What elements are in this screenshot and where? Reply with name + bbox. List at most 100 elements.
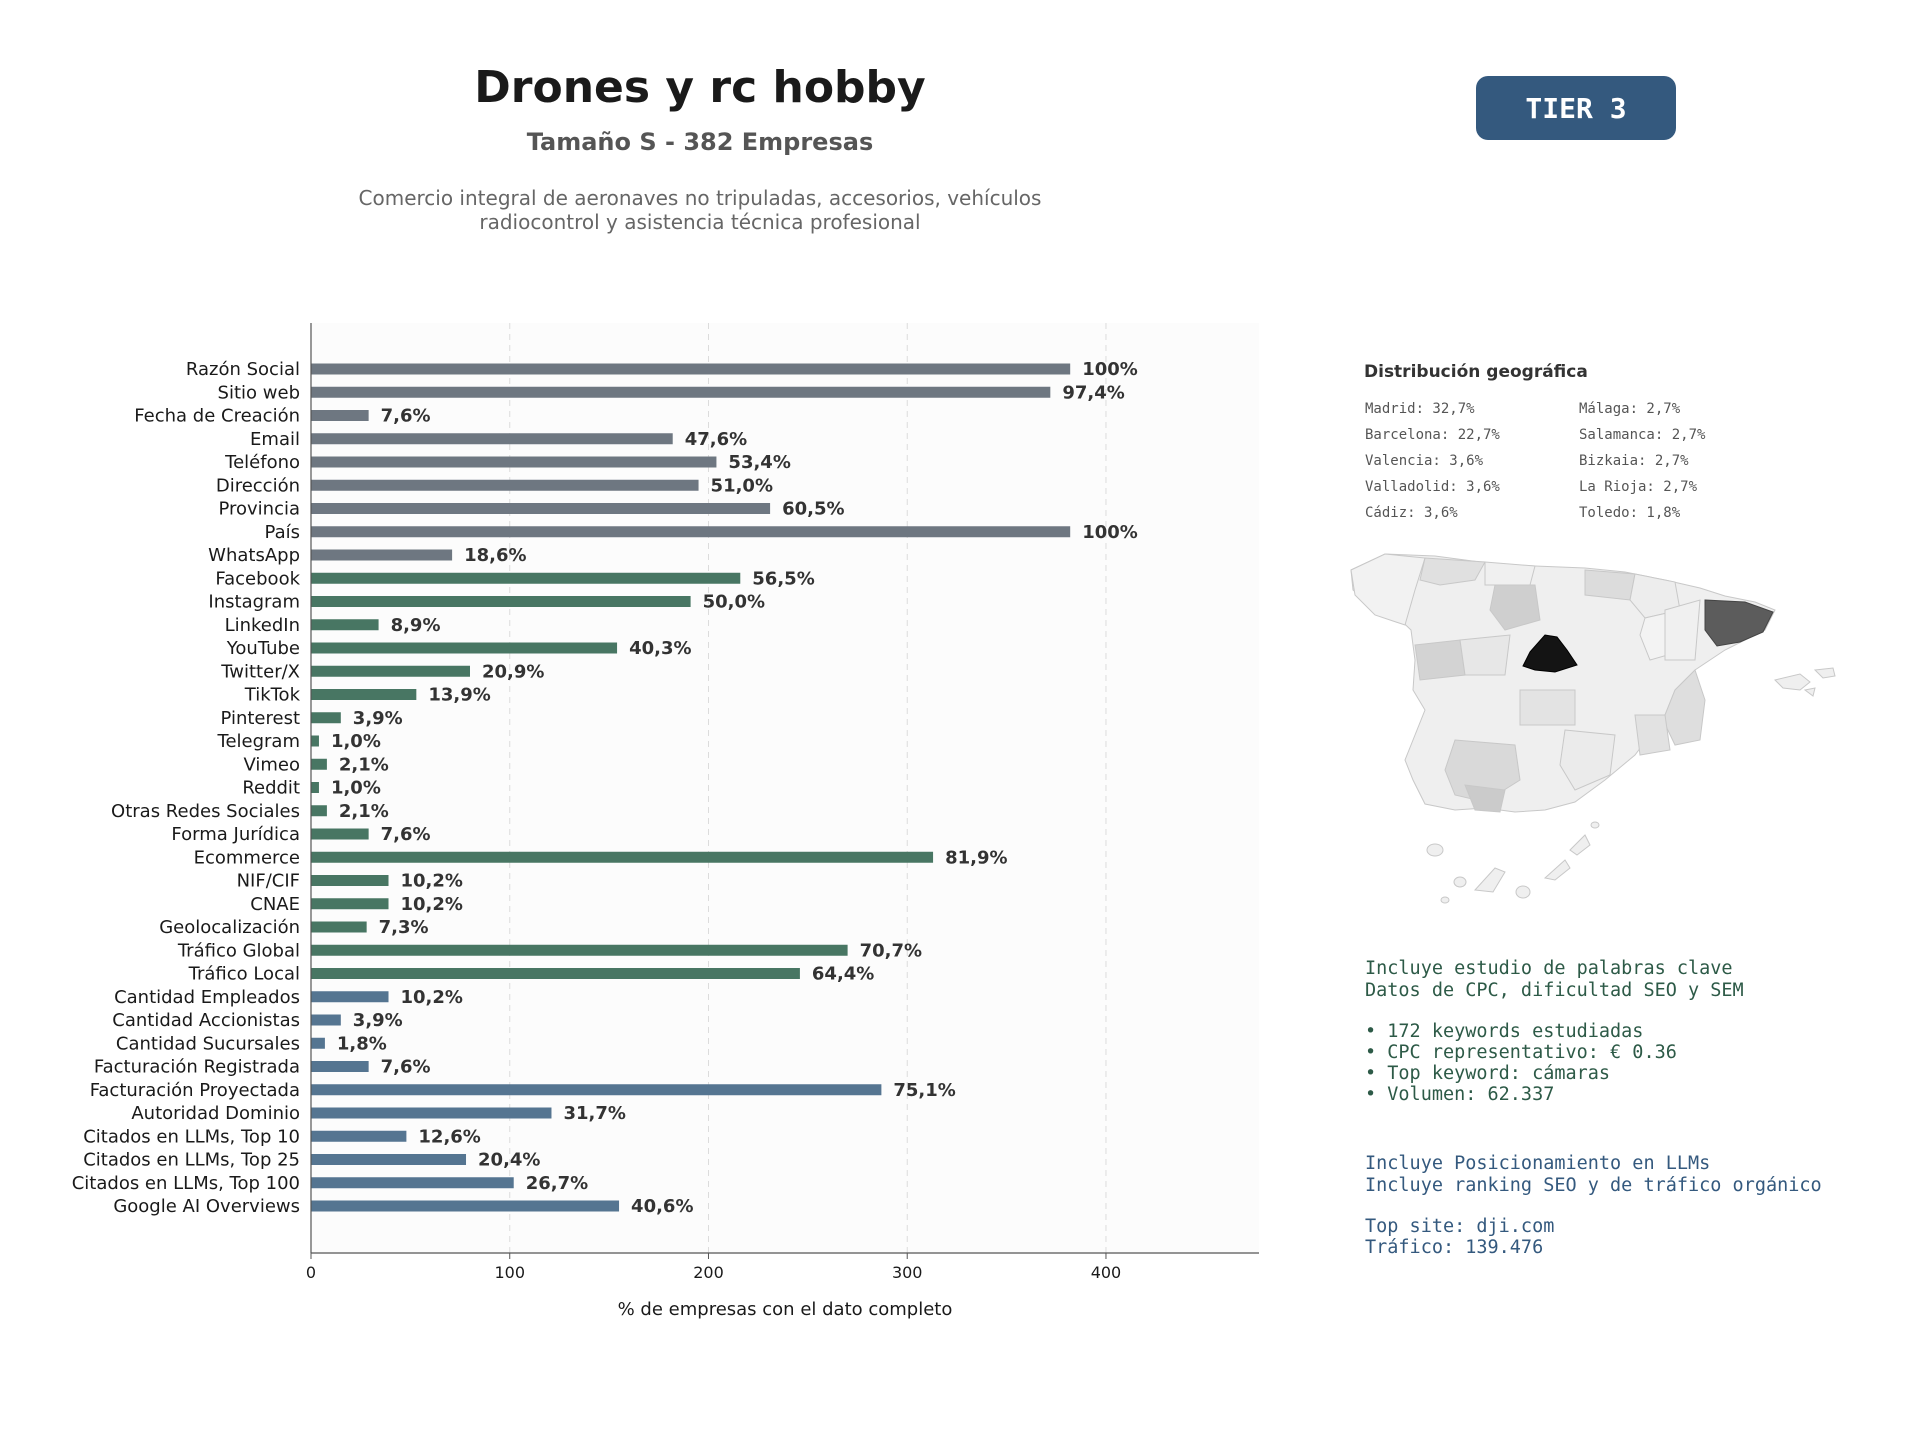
value-label: 50,0% (703, 592, 765, 613)
sector-description: Comercio integral de aeronaves no tripul… (300, 186, 1100, 234)
bar (311, 758, 327, 770)
bar (311, 805, 327, 817)
bar (311, 1200, 620, 1212)
bar (311, 1061, 369, 1072)
value-label: 81,9% (945, 847, 1007, 868)
value-label: 20,4% (478, 1150, 540, 1171)
value-label: 2,1% (339, 754, 389, 775)
keywords-intro: Incluye estudio de palabras clave (1365, 958, 1733, 979)
value-label: 70,7% (860, 940, 922, 961)
bar (311, 619, 379, 631)
bar (311, 875, 389, 886)
value-label: 56,5% (752, 568, 814, 589)
x-tick-label: 0 (306, 1263, 316, 1282)
category-label: Pinterest (220, 708, 300, 729)
plot-area (311, 323, 1259, 1253)
category-label: Cantidad Sucursales (116, 1033, 300, 1054)
category-label: Vimeo (243, 754, 300, 775)
value-label: 7,6% (381, 1057, 431, 1078)
category-label: Citados en LLMs, Top 100 (72, 1173, 300, 1194)
bar (311, 968, 800, 979)
value-label: 51,0% (711, 475, 773, 496)
value-label: 100% (1082, 359, 1138, 380)
category-label: Dirección (216, 475, 300, 496)
value-label: 10,2% (401, 894, 463, 915)
x-tick-label: 100 (494, 1263, 525, 1282)
spain-map (1350, 553, 1836, 904)
value-label: 47,6% (685, 429, 747, 450)
bar (311, 386, 1051, 398)
bar (311, 921, 367, 933)
bar (311, 1084, 882, 1096)
category-label: Facturación Proyectada (90, 1080, 300, 1101)
value-label: 1,0% (331, 731, 381, 752)
x-tick-label: 400 (1091, 1263, 1122, 1282)
bar (311, 363, 1071, 375)
value-label: 75,1% (893, 1080, 955, 1101)
keyword-stat: • Top keyword: cámaras (1365, 1063, 1611, 1084)
category-label: YouTube (226, 638, 300, 659)
geo-item: Bizkaia: 2,7% (1579, 453, 1689, 469)
x-tick-label: 200 (693, 1263, 724, 1282)
value-label: 18,6% (464, 545, 526, 566)
bar (311, 526, 1071, 538)
llm-intro: Incluye ranking SEO y de tráfico orgánic… (1365, 1175, 1822, 1196)
llm-intro: Incluye Posicionamiento en LLMs (1365, 1153, 1711, 1174)
bar (311, 1130, 407, 1142)
category-label: Citados en LLMs, Top 25 (83, 1150, 300, 1171)
category-label: Instagram (208, 592, 300, 613)
category-label: Geolocalización (159, 917, 300, 938)
top-site: Top site: dji.com (1365, 1216, 1555, 1237)
value-label: 1,0% (331, 778, 381, 799)
geo-item: Barcelona: 22,7% (1365, 427, 1500, 443)
keyword-stat: • 172 keywords estudiadas (1365, 1021, 1644, 1042)
chart-title: Drones y rc hobby (474, 62, 926, 113)
bar (311, 596, 691, 607)
category-label: País (265, 522, 300, 543)
category-label: Twitter/X (220, 661, 300, 682)
value-label: 31,7% (563, 1103, 625, 1124)
category-label: Email (250, 429, 300, 450)
value-label: 26,7% (526, 1173, 588, 1194)
value-label: 3,9% (353, 1010, 403, 1031)
value-label: 10,2% (401, 987, 463, 1008)
value-label: 7,6% (381, 406, 431, 427)
geo-title: Distribución geográfica (1364, 362, 1588, 382)
description-line: Comercio integral de aeronaves no tripul… (358, 186, 1042, 210)
category-label: CNAE (250, 894, 300, 915)
value-label: 97,4% (1062, 382, 1124, 403)
category-label: Otras Redes Sociales (111, 801, 300, 822)
value-label: 20,9% (482, 661, 544, 682)
bar (311, 572, 741, 584)
tier-badge: TIER 3 (1476, 76, 1676, 140)
value-label: 64,4% (812, 964, 874, 985)
category-label: Reddit (242, 778, 300, 799)
chart-subtitle: Tamaño S - 382 Empresas (526, 128, 874, 156)
x-axis-label: % de empresas con el dato completo (618, 1299, 953, 1320)
bar (311, 1037, 325, 1049)
bar (311, 1154, 467, 1165)
value-label: 3,9% (353, 708, 403, 729)
category-label: Autoridad Dominio (131, 1103, 300, 1124)
category-label: Fecha de Creación (134, 406, 300, 427)
category-label: Ecommerce (194, 847, 300, 868)
geo-item: Salamanca: 2,7% (1579, 427, 1706, 443)
category-label: Tráfico Global (177, 940, 300, 961)
geo-item: Málaga: 2,7% (1579, 401, 1681, 417)
geo-item: La Rioja: 2,7% (1579, 479, 1698, 495)
bar (311, 456, 717, 468)
bar (311, 479, 699, 491)
category-label: Provincia (218, 499, 300, 520)
geo-item: Cádiz: 3,6% (1365, 505, 1458, 521)
geo-item: Madrid: 32,7% (1365, 401, 1475, 417)
keyword-stat: • CPC representativo: € 0.36 (1365, 1042, 1677, 1063)
x-tick-label: 300 (892, 1263, 923, 1282)
bar (311, 735, 319, 747)
value-label: 53,4% (728, 452, 790, 473)
bar (311, 1014, 341, 1026)
value-label: 10,2% (401, 871, 463, 892)
bar (311, 433, 673, 445)
value-label: 13,9% (428, 685, 490, 706)
category-label: Tráfico Local (188, 964, 300, 985)
